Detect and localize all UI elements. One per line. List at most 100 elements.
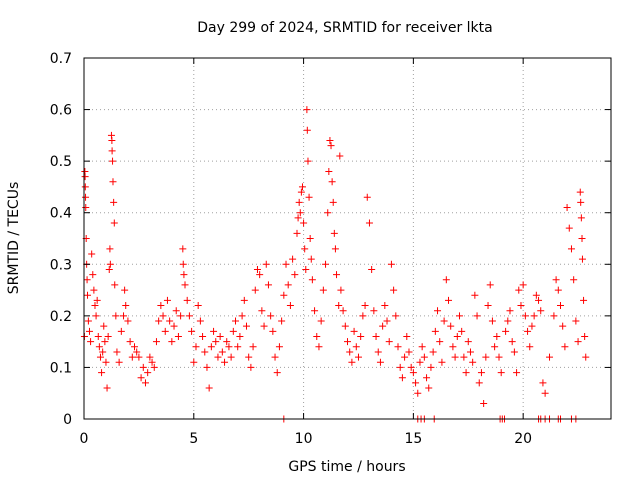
data-point — [183, 296, 191, 304]
data-point — [541, 389, 549, 397]
data-point — [462, 369, 470, 377]
data-point — [455, 312, 463, 320]
data-point — [427, 363, 435, 371]
data-point — [260, 322, 268, 330]
data-point — [210, 327, 218, 335]
data-point — [177, 312, 185, 320]
data-point — [304, 157, 312, 165]
data-point — [185, 312, 193, 320]
x-tick-label: 20 — [514, 431, 532, 447]
data-point — [247, 363, 255, 371]
data-point — [447, 322, 455, 330]
data-point — [92, 312, 100, 320]
data-point — [582, 353, 590, 361]
data-point — [372, 332, 380, 340]
data-point — [475, 379, 483, 387]
data-point — [537, 307, 545, 315]
data-point — [300, 219, 308, 227]
data-point — [152, 338, 160, 346]
data-point — [102, 358, 110, 366]
data-point — [100, 322, 108, 330]
data-point — [98, 369, 106, 377]
data-point — [225, 343, 233, 351]
data-point — [223, 338, 231, 346]
data-point — [473, 312, 481, 320]
data-point — [238, 312, 246, 320]
y-tick-label: 0.1 — [50, 360, 72, 376]
data-point — [577, 198, 585, 206]
data-point — [181, 281, 189, 289]
data-point — [387, 260, 395, 268]
data-point — [348, 358, 356, 366]
data-point — [258, 307, 266, 315]
y-tick-label: 0 — [63, 412, 72, 428]
data-point — [412, 379, 420, 387]
data-point — [416, 358, 424, 366]
data-point — [495, 353, 503, 361]
data-point — [271, 353, 279, 361]
data-point — [322, 260, 330, 268]
data-point — [249, 343, 257, 351]
data-point — [504, 317, 512, 325]
data-point — [293, 229, 301, 237]
data-point — [106, 245, 114, 253]
data-point — [407, 363, 415, 371]
data-point — [394, 343, 402, 351]
axis-ticks: 0 5 10 15 20 0 0.1 0.2 0.3 0.4 0.5 0.6 0.7 — [50, 51, 611, 447]
data-point — [253, 265, 261, 273]
data-point — [128, 353, 136, 361]
data-point — [519, 281, 527, 289]
data-point — [317, 317, 325, 325]
data-point — [157, 302, 165, 310]
data-point — [141, 379, 149, 387]
data-point — [99, 348, 107, 356]
data-point — [550, 312, 558, 320]
data-point — [168, 338, 176, 346]
data-point — [236, 332, 244, 340]
data-point — [221, 358, 229, 366]
data-point — [326, 137, 334, 145]
data-point — [567, 245, 575, 253]
data-point — [172, 307, 180, 315]
data-point — [438, 358, 446, 366]
data-point — [144, 369, 152, 377]
data-point — [466, 348, 474, 356]
data-point — [480, 400, 488, 408]
data-point — [350, 327, 358, 335]
data-point — [451, 353, 459, 361]
data-point — [135, 353, 143, 361]
data-point — [315, 343, 323, 351]
data-point — [94, 332, 102, 340]
data-point — [440, 317, 448, 325]
data-point — [303, 106, 311, 114]
data-point — [502, 327, 510, 335]
data-point — [580, 296, 588, 304]
data-point — [278, 317, 286, 325]
data-point — [126, 338, 134, 346]
data-point — [120, 312, 128, 320]
data-point — [449, 343, 457, 351]
data-point — [214, 353, 222, 361]
data-point — [131, 343, 139, 351]
data-point — [251, 286, 259, 294]
data-point — [346, 348, 354, 356]
data-point — [313, 332, 321, 340]
data-point — [192, 343, 200, 351]
data-point — [565, 224, 573, 232]
data-point — [203, 363, 211, 371]
data-point — [88, 250, 96, 258]
data-point — [81, 183, 89, 191]
data-point — [148, 358, 156, 366]
data-point — [96, 353, 104, 361]
data-point — [294, 214, 302, 222]
data-point — [561, 343, 569, 351]
x-tick-label: 5 — [189, 431, 198, 447]
data-point — [359, 312, 367, 320]
data-point — [409, 369, 417, 377]
data-point — [284, 281, 292, 289]
data-point — [328, 178, 336, 186]
plot-frame — [83, 57, 612, 420]
data-point — [379, 322, 387, 330]
data-point — [103, 384, 111, 392]
data-point — [163, 296, 171, 304]
